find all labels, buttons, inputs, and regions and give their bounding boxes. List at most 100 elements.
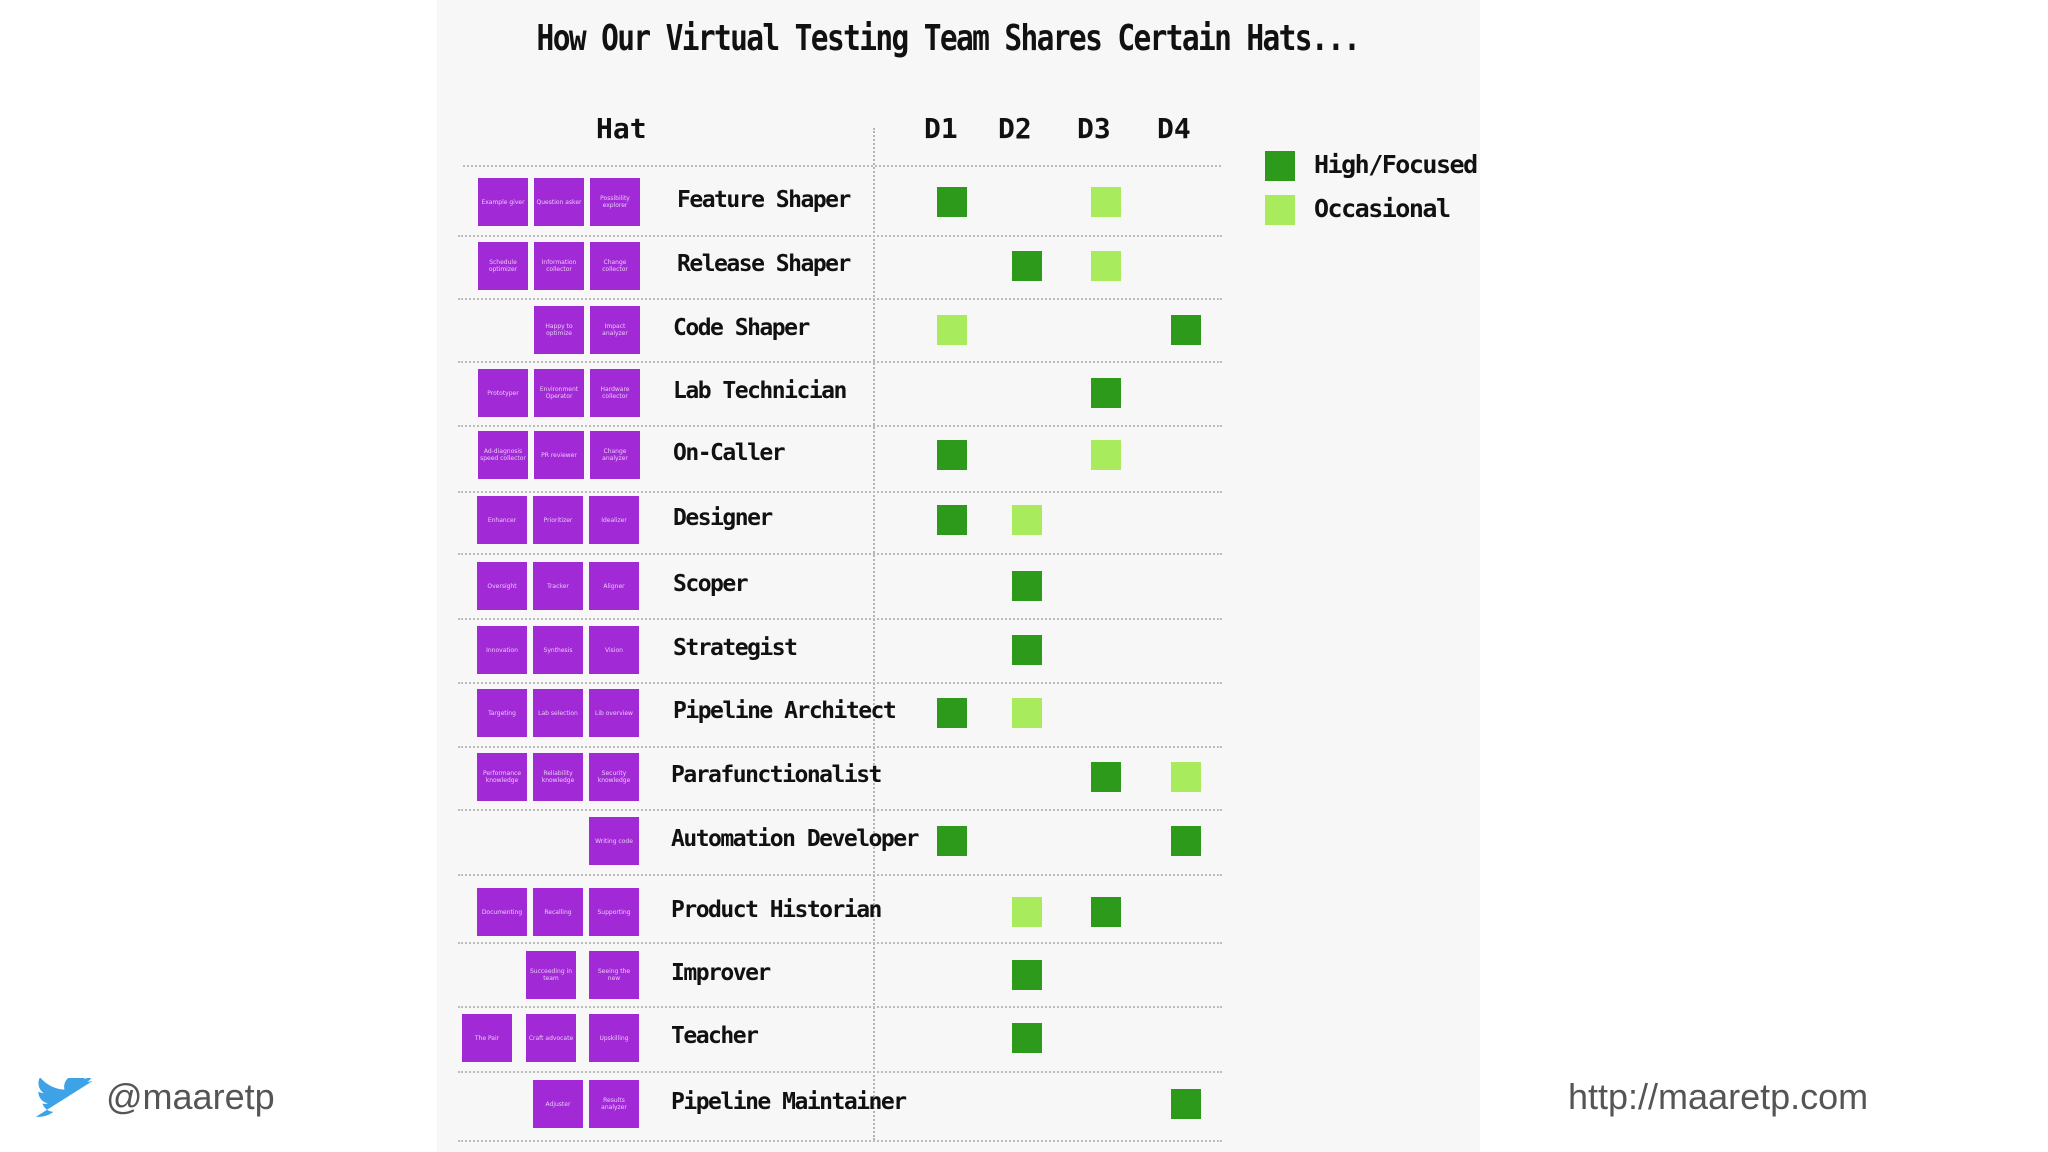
cell-d1-high (937, 505, 967, 535)
hat-label: Code Shaper (673, 315, 810, 341)
row-divider (458, 425, 1222, 427)
sticky-note: Happy to optimize (534, 306, 584, 354)
row-divider (458, 1140, 1222, 1142)
sticky-note: Reliability knowledge (533, 753, 583, 801)
cell-d2-high (1012, 571, 1042, 601)
sticky-note: Prototyper (478, 369, 528, 417)
sticky-note: Succeeding in team (526, 951, 576, 999)
sticky-note: Enhancer (477, 496, 527, 544)
cell-d3-occasional (1091, 440, 1121, 470)
row-divider (458, 746, 1222, 748)
cell-d1-occasional (937, 315, 967, 345)
sticky-note: Lab selection (533, 689, 583, 737)
sticky-note: Environment Operator (534, 369, 584, 417)
sticky-note: Change analyzer (590, 431, 640, 479)
sticky-note: Prioritizer (533, 496, 583, 544)
hat-label: Lab Technician (673, 378, 847, 404)
column-header-d1: D1 (924, 112, 958, 145)
sticky-note: Documenting (477, 888, 527, 936)
column-divider (873, 128, 875, 1140)
sticky-note: Results analyzer (589, 1080, 639, 1128)
cell-d2-high (1012, 635, 1042, 665)
sticky-note: Security knowledge (589, 753, 639, 801)
cell-d2-high (1012, 960, 1042, 990)
sticky-note: Possibility explorer (590, 178, 640, 226)
sticky-note: Writing code (589, 817, 639, 865)
sticky-note: Change collector (590, 242, 640, 290)
sticky-note: PR reviewer (534, 431, 584, 479)
hat-label: Scoper (673, 571, 749, 597)
sticky-note: Oversight (477, 562, 527, 610)
cell-d4-occasional (1171, 762, 1201, 792)
row-divider (458, 682, 1222, 684)
sticky-note: The Pair (462, 1014, 512, 1062)
sticky-note: Hardware collector (590, 369, 640, 417)
cell-d2-occasional (1012, 698, 1042, 728)
hat-header: Hat (596, 112, 647, 145)
hat-label: Release Shaper (677, 251, 851, 277)
row-divider (458, 298, 1222, 300)
cell-d2-high (1012, 251, 1042, 281)
sticky-note: Ad-diagnosis speed collector (478, 431, 528, 479)
row-divider (458, 235, 1222, 237)
sticky-note: Question asker (534, 178, 584, 226)
row-divider (458, 1071, 1222, 1073)
sticky-note: Example giver (478, 178, 528, 226)
row-divider (458, 874, 1222, 876)
row-divider (458, 553, 1222, 555)
hat-label: Strategist (673, 635, 798, 661)
sticky-note: Seeing the new (589, 951, 639, 999)
sticky-note: Aligner (589, 562, 639, 610)
header-divider (463, 165, 1221, 167)
sticky-note: Schedule optimizer (478, 242, 528, 290)
sticky-note: Tracker (533, 562, 583, 610)
hat-label: Designer (673, 505, 773, 531)
hat-label: Pipeline Maintainer (671, 1089, 907, 1115)
sticky-note: Targeting (477, 689, 527, 737)
sticky-note: Idealizer (589, 496, 639, 544)
cell-d2-high (1012, 1023, 1042, 1053)
cell-d1-high (937, 187, 967, 217)
cell-d3-occasional (1091, 187, 1121, 217)
cell-d2-occasional (1012, 505, 1042, 535)
hat-label: Automation Developer (671, 826, 919, 852)
row-divider (458, 491, 1222, 493)
sticky-note: Craft advocate (526, 1014, 576, 1062)
row-divider (458, 618, 1222, 620)
sticky-note: Vision (589, 626, 639, 674)
cell-d4-high (1171, 315, 1201, 345)
sticky-note: Performance knowledge (477, 753, 527, 801)
cell-d4-high (1171, 826, 1201, 856)
sticky-note: Adjuster (533, 1080, 583, 1128)
cell-d3-high (1091, 378, 1121, 408)
cell-d1-high (937, 826, 967, 856)
row-divider (458, 809, 1222, 811)
row-divider (458, 1006, 1222, 1008)
row-divider (458, 361, 1222, 363)
row-divider (458, 942, 1222, 944)
cell-d2-occasional (1012, 897, 1042, 927)
sticky-note: Supporting (589, 888, 639, 936)
website-url[interactable]: http://maaretp.com (1568, 1076, 1869, 1117)
column-header-d4: D4 (1157, 112, 1191, 145)
legend-label-occasional: Occasional (1314, 194, 1451, 223)
cell-d1-high (937, 440, 967, 470)
hat-label: Improver (671, 960, 771, 986)
cell-d3-high (1091, 762, 1121, 792)
slide-title: How Our Virtual Testing Team Shares Cert… (536, 18, 1361, 59)
legend-label-high: High/Focused (1314, 150, 1478, 179)
hat-label: Pipeline Architect (673, 698, 897, 724)
twitter-handle: @maaretp (106, 1076, 275, 1117)
hat-label: Teacher (671, 1023, 759, 1049)
sticky-note: Recalling (533, 888, 583, 936)
cell-d3-high (1091, 897, 1121, 927)
hat-label: On-Caller (673, 440, 786, 466)
legend-swatch-occasional (1265, 195, 1295, 225)
twitter-bird-icon (32, 1075, 95, 1126)
column-header-d3: D3 (1077, 112, 1111, 145)
column-header-d2: D2 (998, 112, 1032, 145)
cell-d1-high (937, 698, 967, 728)
sticky-note: Lib overview (589, 689, 639, 737)
hat-label: Parafunctionalist (671, 762, 882, 788)
sticky-note: Impact analyzer (590, 306, 640, 354)
